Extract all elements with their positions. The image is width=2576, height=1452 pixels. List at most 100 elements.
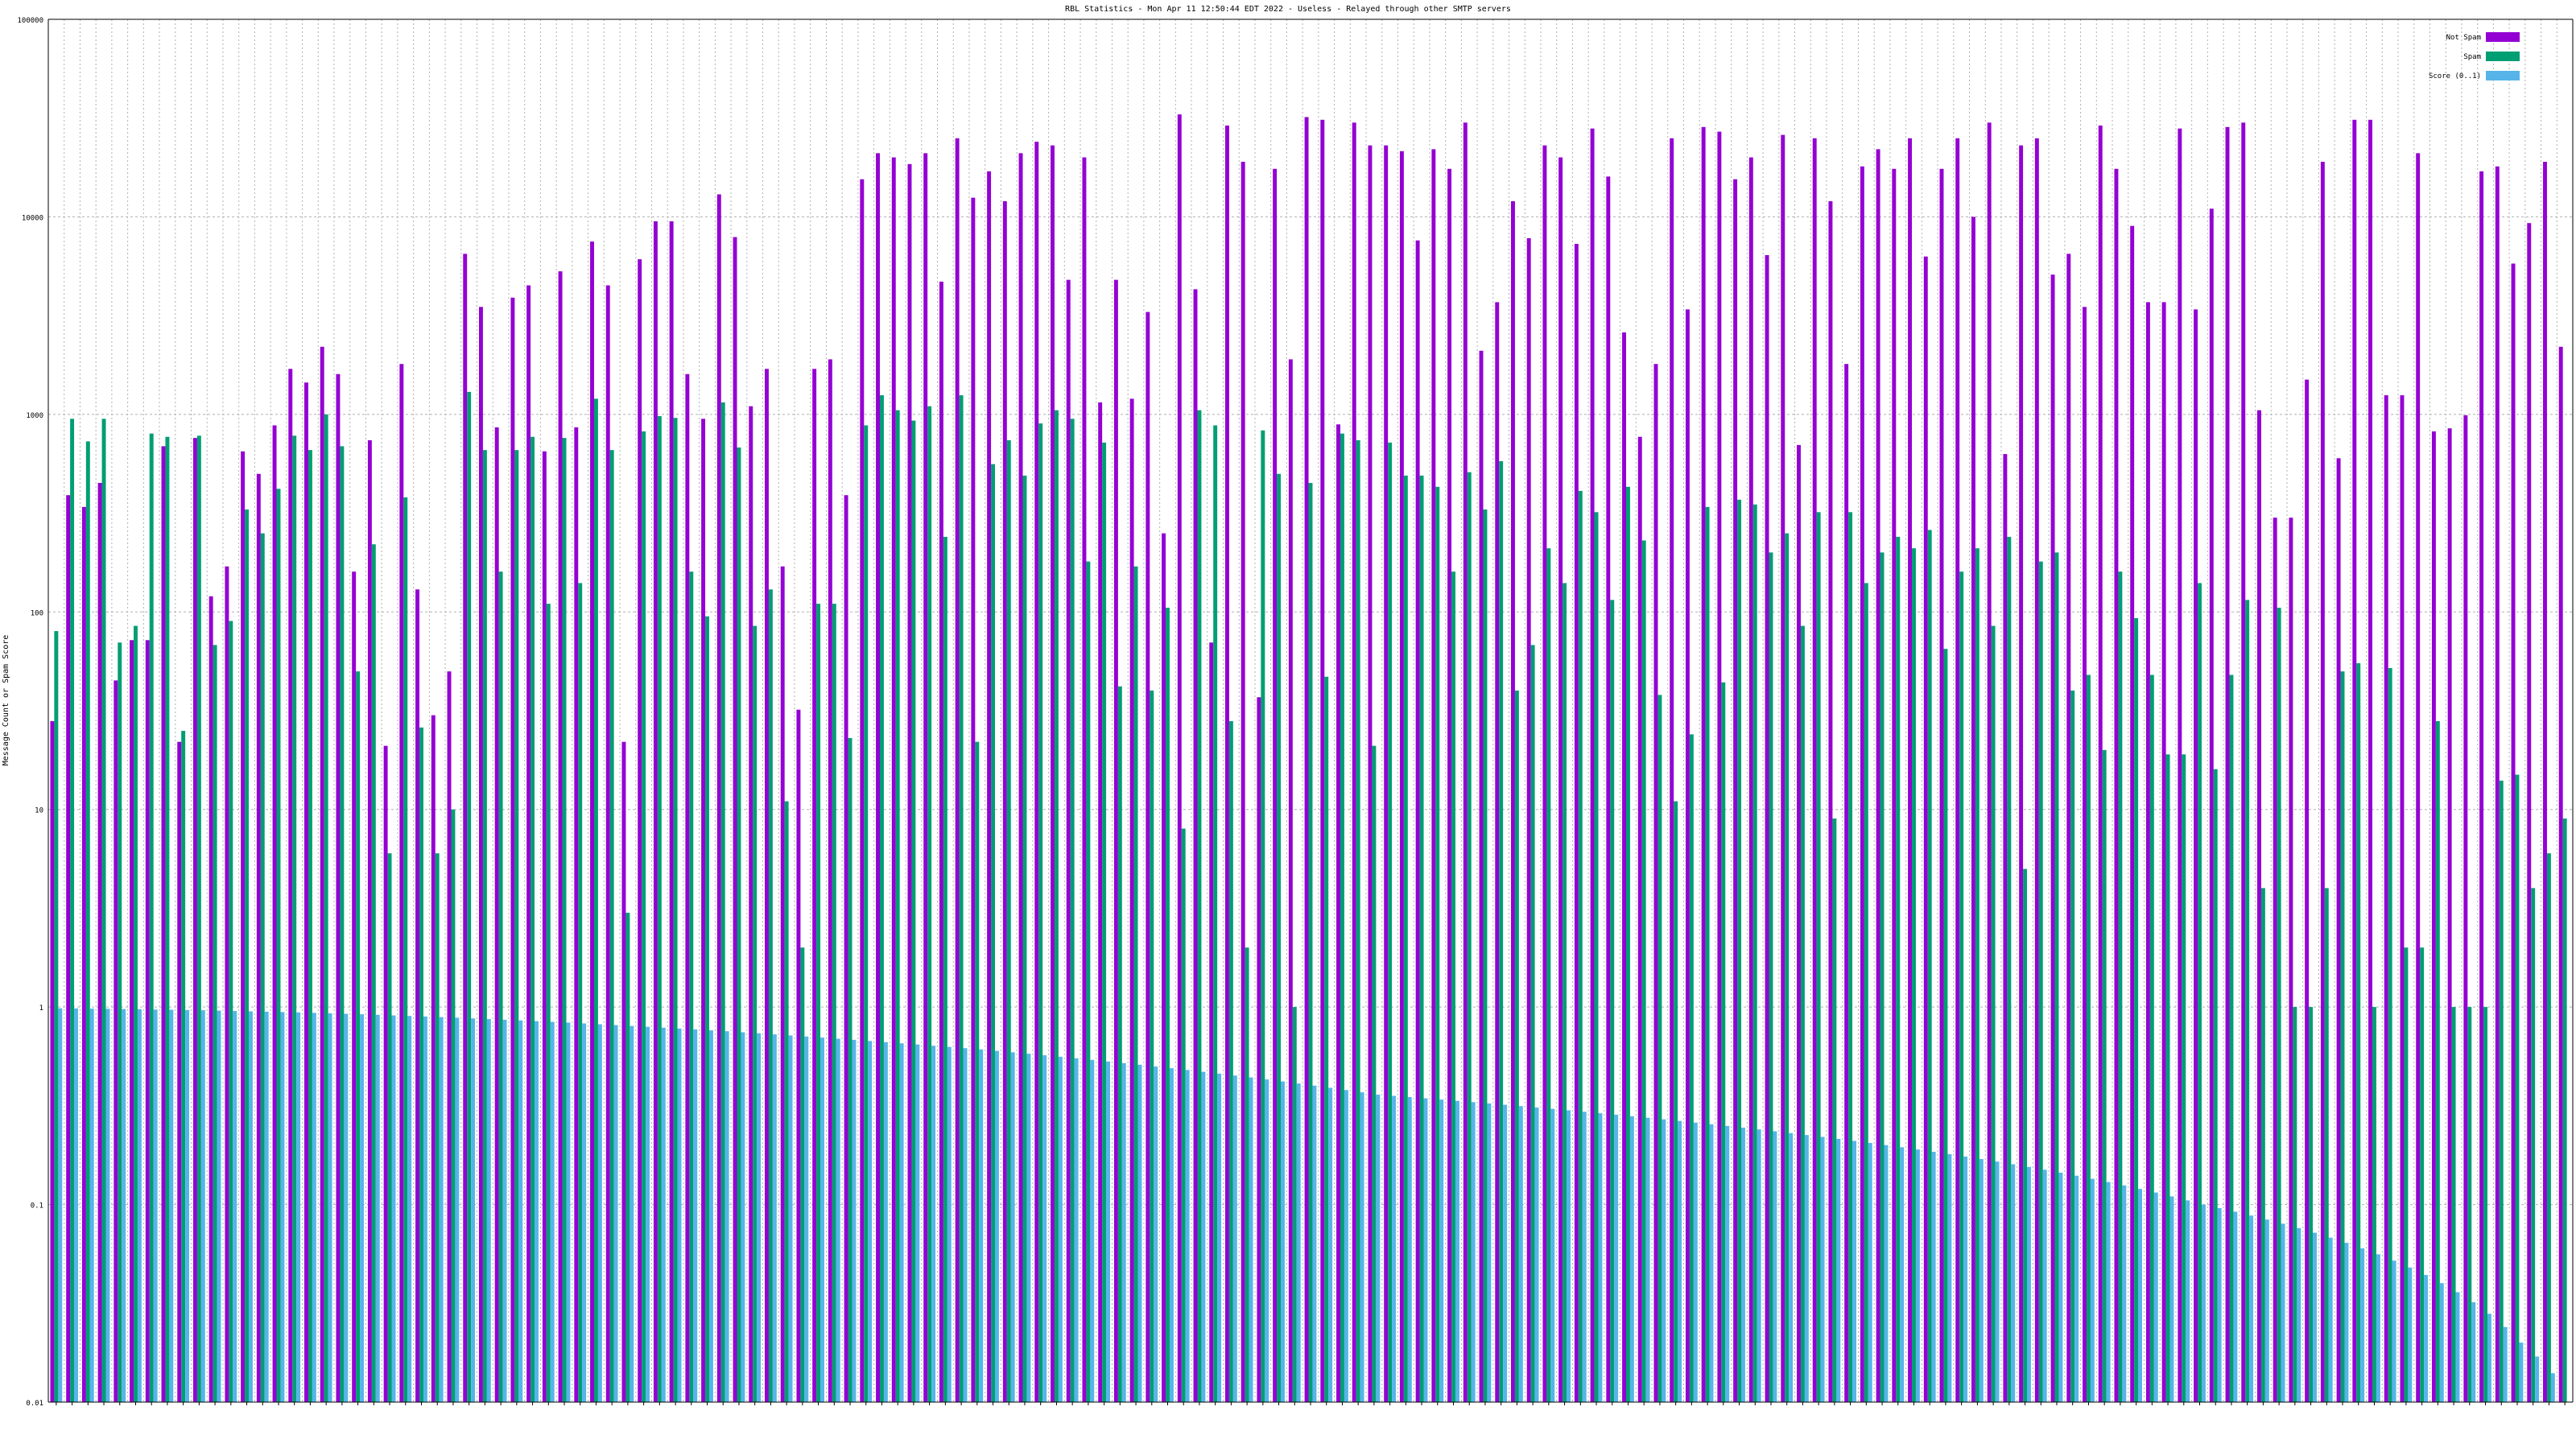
bar: [1662, 1119, 1666, 1402]
bar: [673, 418, 678, 1403]
bar: [2153, 1192, 2158, 1402]
bar: [1915, 1149, 1920, 1402]
bar: [502, 1019, 507, 1402]
bar: [387, 853, 392, 1402]
bar: [2479, 171, 2484, 1402]
bar: [2336, 458, 2341, 1402]
bar: [1590, 128, 1595, 1402]
bar: [907, 163, 912, 1403]
bar: [1800, 625, 1805, 1402]
bar: [891, 157, 896, 1402]
bar: [1281, 1081, 1285, 1402]
bar: [1979, 1159, 1984, 1402]
bar: [883, 1042, 888, 1402]
bar: [2455, 1292, 2460, 1402]
bar: [693, 1029, 698, 1402]
bar: [1832, 818, 1837, 1402]
bar: [724, 1031, 729, 1402]
bar: [2186, 1200, 2190, 1402]
legend: Not Spam Spam Score (0..1): [2429, 32, 2520, 80]
bar: [2161, 302, 2166, 1403]
bar: [225, 566, 229, 1402]
bar: [435, 853, 440, 1402]
bar: [2260, 888, 2265, 1402]
bar: [2042, 1169, 2047, 1402]
bar: [1812, 138, 1817, 1403]
bar: [621, 741, 626, 1402]
bar: [939, 281, 943, 1402]
bar: [320, 346, 324, 1402]
bar: [208, 596, 213, 1402]
bar: [1931, 1151, 1936, 1402]
bar: [1070, 419, 1075, 1402]
y-axis-label: Message Count or Spam Score: [2, 635, 10, 766]
bar: [2416, 153, 2421, 1402]
bar: [772, 1034, 777, 1402]
bar: [2384, 395, 2388, 1403]
bar: [638, 259, 642, 1403]
bar: [249, 1011, 253, 1402]
bar: [1213, 425, 1218, 1402]
bar: [1789, 1132, 1794, 1402]
bar: [2352, 119, 2357, 1403]
bar: [177, 741, 182, 1402]
bar: [609, 450, 614, 1402]
bar: [1217, 1073, 1222, 1402]
bar: [1518, 1106, 1523, 1402]
bar: [2404, 947, 2409, 1402]
bar: [1959, 571, 1964, 1402]
bar: [1058, 1056, 1063, 1402]
bar: [1483, 509, 1488, 1402]
bar: [447, 671, 452, 1402]
bar: [1010, 1052, 1015, 1402]
bar: [1641, 540, 1646, 1403]
bar: [1721, 682, 1726, 1402]
bar: [880, 395, 884, 1403]
bar: [2083, 307, 2087, 1403]
bar: [1896, 536, 1901, 1403]
bar: [991, 464, 995, 1403]
bar: [451, 809, 456, 1402]
bar: [1372, 745, 1377, 1402]
bar: [1947, 1153, 1952, 1402]
bar: [256, 473, 261, 1402]
bar: [574, 427, 579, 1402]
bar: [2420, 947, 2425, 1402]
bar: [2034, 138, 2039, 1403]
bar: [2368, 119, 2372, 1403]
bar: [1963, 1156, 1968, 1402]
bar: [1614, 1114, 1619, 1402]
bar: [526, 285, 531, 1402]
bar: [1923, 256, 1928, 1402]
bar: [2178, 128, 2182, 1402]
bar: [1435, 486, 1440, 1402]
bar: [1356, 439, 1360, 1402]
bar: [2324, 888, 2329, 1402]
bar: [1320, 119, 1325, 1403]
bar: [1042, 1055, 1047, 1402]
bar: [1288, 359, 1293, 1402]
bar: [1467, 472, 1472, 1403]
bar: [2007, 536, 2012, 1403]
bar: [578, 583, 583, 1402]
bar: [383, 745, 388, 1402]
bar: [705, 616, 709, 1402]
bar: [701, 419, 706, 1402]
bar: [2293, 1007, 2297, 1402]
bar: [852, 1039, 857, 1402]
bar: [70, 419, 75, 1402]
bar: [1273, 168, 1278, 1403]
bar: [2233, 1211, 2238, 1402]
bar: [2273, 518, 2277, 1402]
bar: [1737, 499, 1741, 1402]
bar: [118, 642, 122, 1402]
bar: [415, 589, 420, 1402]
bar: [217, 1010, 221, 1402]
bar: [264, 1011, 269, 1402]
bar: [927, 406, 932, 1402]
bar: [2023, 868, 2028, 1402]
bar: [97, 482, 102, 1402]
bar: [2264, 1219, 2269, 1402]
bar: [1852, 1141, 1856, 1402]
bar: [844, 495, 848, 1402]
